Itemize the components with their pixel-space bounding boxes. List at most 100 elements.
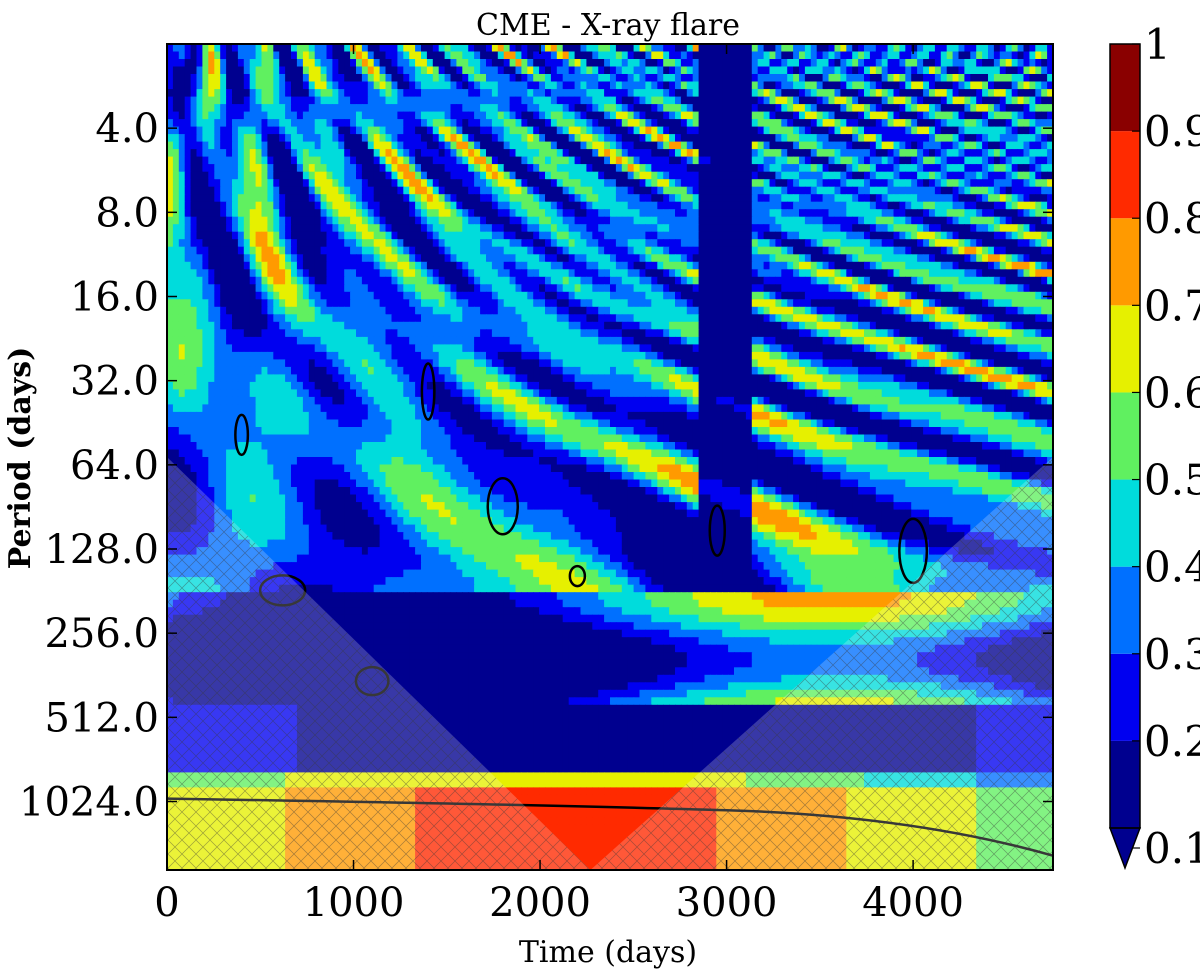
heatmap-cell bbox=[716, 231, 723, 240]
heatmap-cell bbox=[444, 59, 452, 68]
heatmap-cell bbox=[852, 254, 859, 263]
heatmap-cell bbox=[610, 111, 617, 120]
heatmap-cell bbox=[639, 284, 646, 293]
heatmap-cell bbox=[911, 246, 918, 255]
heatmap-cell bbox=[899, 81, 906, 90]
heatmap-cell bbox=[421, 164, 428, 173]
heatmap-cell bbox=[255, 254, 263, 263]
heatmap-cell bbox=[828, 66, 835, 75]
heatmap-cell bbox=[899, 89, 906, 98]
heatmap-cell bbox=[344, 276, 351, 285]
heatmap-cell bbox=[804, 51, 812, 60]
heatmap-cell bbox=[1047, 104, 1053, 113]
heatmap-cell bbox=[999, 231, 1007, 240]
heatmap-cell bbox=[468, 126, 475, 135]
heatmap-cell bbox=[858, 89, 865, 98]
heatmap-cell bbox=[858, 59, 865, 68]
heatmap-cell bbox=[775, 164, 782, 173]
heatmap-cell bbox=[799, 179, 806, 188]
heatmap-cell bbox=[781, 51, 788, 60]
heatmap-cell bbox=[828, 201, 835, 210]
heatmap-cell bbox=[267, 171, 274, 180]
heatmap-cell bbox=[869, 276, 877, 285]
heatmap-cell bbox=[651, 186, 658, 195]
heatmap-cell bbox=[899, 261, 906, 270]
heatmap-cell bbox=[621, 104, 629, 113]
heatmap-cell bbox=[515, 276, 522, 285]
heatmap-cell bbox=[816, 239, 824, 248]
heatmap-cell bbox=[438, 276, 446, 285]
heatmap-cell bbox=[787, 119, 794, 128]
heatmap-cell bbox=[314, 186, 322, 195]
heatmap-cell bbox=[456, 209, 463, 218]
heatmap-cell bbox=[220, 209, 227, 218]
heatmap-cell bbox=[379, 104, 387, 113]
heatmap-cell bbox=[509, 186, 517, 195]
heatmap-cell bbox=[1047, 239, 1053, 248]
heatmap-cell bbox=[840, 141, 847, 150]
heatmap-cell bbox=[669, 171, 676, 180]
heatmap-cell bbox=[356, 119, 363, 128]
heatmap-cell bbox=[993, 216, 1001, 225]
heatmap-cell bbox=[940, 269, 948, 278]
heatmap-cell bbox=[285, 254, 292, 263]
heatmap-cell bbox=[698, 51, 706, 60]
heatmap-cell bbox=[952, 89, 960, 98]
heatmap-cell bbox=[934, 111, 942, 120]
heatmap-cell bbox=[391, 291, 398, 300]
heatmap-cell bbox=[804, 269, 812, 278]
heatmap-cell bbox=[923, 44, 930, 53]
heatmap-cell bbox=[952, 66, 960, 75]
heatmap-cell bbox=[887, 209, 895, 218]
heatmap-cell bbox=[450, 111, 457, 120]
heatmap-cell bbox=[929, 269, 936, 278]
heatmap-cell bbox=[255, 186, 263, 195]
heatmap-cell bbox=[403, 216, 410, 225]
heatmap-cell bbox=[1017, 126, 1025, 135]
heatmap-cell bbox=[167, 254, 174, 263]
heatmap-cell bbox=[468, 89, 475, 98]
heatmap-cell bbox=[828, 209, 835, 218]
heatmap-cell bbox=[852, 216, 859, 225]
heatmap-cell bbox=[326, 134, 333, 143]
heatmap-cell bbox=[710, 66, 717, 75]
heatmap-cell bbox=[296, 246, 304, 255]
heatmap-cell bbox=[296, 254, 304, 263]
heatmap-cell bbox=[267, 141, 274, 150]
heatmap-cell bbox=[356, 276, 363, 285]
heatmap-cell bbox=[267, 111, 274, 120]
heatmap-cell bbox=[970, 164, 977, 173]
heatmap-cell bbox=[763, 134, 771, 143]
heatmap-cell bbox=[775, 119, 782, 128]
heatmap-cell bbox=[385, 246, 392, 255]
heatmap-cell bbox=[828, 89, 835, 98]
heatmap-cell bbox=[899, 134, 906, 143]
heatmap-cell bbox=[692, 119, 700, 128]
heatmap-cell bbox=[391, 126, 398, 135]
heatmap-cell bbox=[237, 246, 245, 255]
heatmap-cell bbox=[757, 261, 765, 270]
heatmap-cell bbox=[875, 164, 883, 173]
heatmap-cell bbox=[302, 231, 310, 240]
heatmap-cell bbox=[497, 156, 505, 165]
heatmap-cell bbox=[497, 194, 505, 203]
heatmap-cell bbox=[1017, 246, 1025, 255]
heatmap-cell bbox=[893, 111, 900, 120]
heatmap-cell bbox=[491, 59, 499, 68]
heatmap-cell bbox=[403, 224, 410, 233]
heatmap-cell bbox=[379, 254, 387, 263]
heatmap-cell bbox=[220, 216, 227, 225]
heatmap-cell bbox=[757, 254, 765, 263]
heatmap-cell bbox=[409, 134, 416, 143]
heatmap-cell bbox=[214, 89, 221, 98]
heatmap-cell bbox=[716, 246, 723, 255]
heatmap-cell bbox=[249, 59, 257, 68]
heatmap-cell bbox=[763, 156, 771, 165]
heatmap-cell bbox=[946, 276, 954, 285]
heatmap-cell bbox=[633, 171, 641, 180]
heatmap-cell bbox=[639, 276, 646, 285]
heatmap-cell bbox=[308, 66, 316, 75]
heatmap-cell bbox=[190, 254, 198, 263]
heatmap-cell bbox=[444, 119, 452, 128]
heatmap-cell bbox=[574, 104, 582, 113]
